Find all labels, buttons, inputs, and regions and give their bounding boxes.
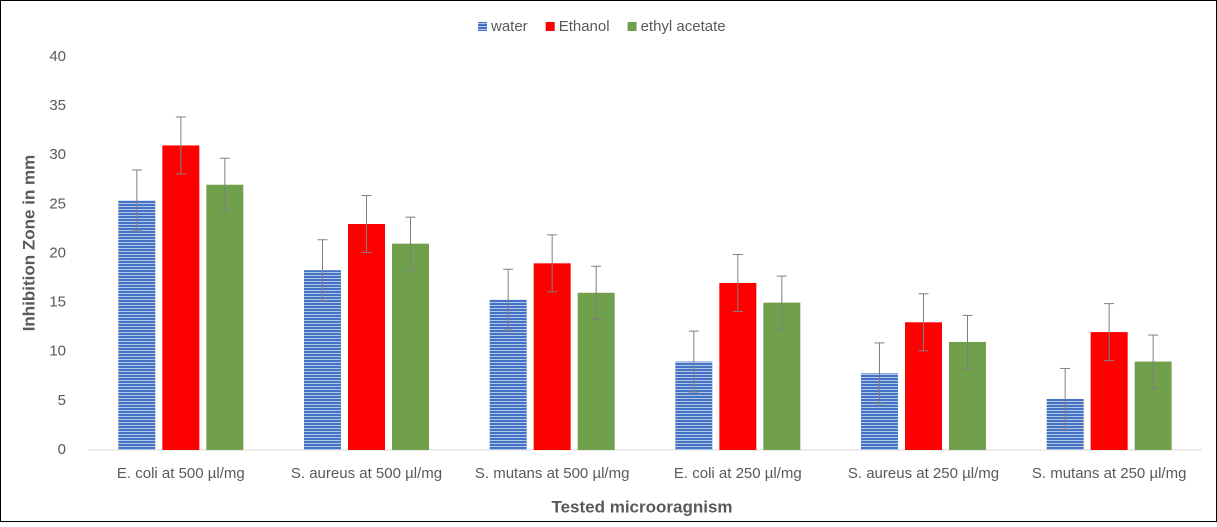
y-tick-label: 20	[49, 244, 66, 261]
x-tick-label: S. aureus at 500 µl/mg	[291, 465, 442, 482]
bar	[348, 224, 385, 450]
legend-swatch	[478, 22, 487, 31]
x-axis-title: Tested microoragnism	[551, 497, 732, 516]
legend-swatch	[545, 22, 555, 31]
x-tick-label: E. coli at 500 µl/mg	[117, 465, 245, 482]
legend-swatch	[627, 22, 637, 31]
y-tick-label: 30	[49, 146, 66, 163]
x-tick-label: S. mutans at 500 µl/mg	[475, 465, 630, 482]
bar	[533, 263, 571, 450]
legend-label: water	[490, 18, 528, 35]
y-tick-label: 10	[49, 343, 66, 360]
x-tick-label: E. coli at 250 µl/mg	[674, 465, 802, 482]
y-tick-label: 15	[49, 294, 66, 311]
y-tick-label: 0	[58, 441, 66, 458]
legend-label: Ethanol	[559, 18, 610, 35]
bar	[206, 184, 244, 450]
bar	[162, 145, 200, 451]
y-tick-label: 35	[49, 97, 66, 114]
y-axis-title: Inhibition Zone in mm	[19, 155, 38, 332]
legend-label: ethyl acetate	[641, 18, 726, 35]
bar	[392, 243, 429, 450]
y-tick-label: 25	[49, 195, 66, 212]
bar	[118, 200, 156, 450]
x-tick-label: S. mutans at 250 µl/mg	[1032, 465, 1187, 482]
x-tick-label: S. aureus at 250 µl/mg	[848, 465, 999, 482]
y-tick-label: 40	[49, 48, 66, 65]
y-tick-label: 5	[58, 392, 66, 409]
